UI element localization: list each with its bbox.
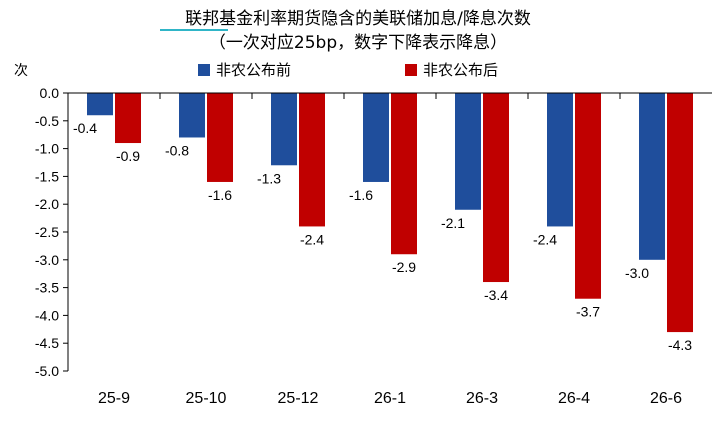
x-tick-label: 26-4 <box>558 390 590 407</box>
bar-after <box>299 93 325 227</box>
data-label: -2.1 <box>441 215 465 231</box>
legend-label-after: 非农公布后 <box>423 61 498 79</box>
data-label: -3.7 <box>576 304 600 320</box>
bar-before <box>271 93 297 166</box>
bar-after <box>667 93 693 333</box>
data-label: -0.9 <box>116 148 140 164</box>
y-tick-label: -2.5 <box>35 224 59 240</box>
bar-after <box>207 93 233 182</box>
bar-before <box>455 93 481 210</box>
bar-before <box>639 93 665 260</box>
y-tick-label: -5.0 <box>35 363 59 379</box>
data-label: -1.3 <box>257 170 281 186</box>
data-label: -4.3 <box>668 337 692 353</box>
chart-title: 联邦基金利率期货隐含的美联储加息/降息次数 （一次对应25bp，数字下降表示降息… <box>160 9 531 53</box>
bar-after <box>575 93 601 299</box>
y-tick-label: -4.5 <box>35 335 59 351</box>
y-tick-label: -1.0 <box>35 141 59 157</box>
bar-after <box>391 93 417 255</box>
bar-after <box>115 93 141 144</box>
chart-subtitle: （一次对应25bp，数字下降表示降息） <box>209 33 507 53</box>
legend: 非农公布前 非农公布后 <box>198 61 498 79</box>
y-tick-label: -2.0 <box>35 196 59 212</box>
legend-swatch-before <box>198 64 210 76</box>
plot-area: 0.0 -0.5 -1.0 -1.5 -2.0 -2.5 -3.0 -3.5 -4.0 -4.5 -… <box>35 85 712 407</box>
bar-before <box>179 93 205 138</box>
data-label: -1.6 <box>349 187 373 203</box>
data-label: -2.4 <box>300 231 324 247</box>
y-tick-label: -0.5 <box>35 113 59 129</box>
y-tick-label: -1.5 <box>35 168 59 184</box>
x-tick-label: 26-6 <box>650 390 682 407</box>
data-label: -0.8 <box>165 142 189 158</box>
data-label: -3.4 <box>484 287 508 303</box>
bar-before <box>87 93 113 116</box>
legend-swatch-after <box>405 64 417 76</box>
x-tick-label: 25-12 <box>278 390 319 407</box>
data-label: -1.6 <box>208 187 232 203</box>
y-tick-label: 0.0 <box>40 85 60 101</box>
data-label: -0.4 <box>73 120 97 136</box>
y-tick-label: -3.0 <box>35 252 59 268</box>
legend-label-before: 非农公布前 <box>216 61 291 79</box>
data-label: -2.4 <box>533 231 557 247</box>
data-label: -2.9 <box>392 259 416 275</box>
y-tick-label: -3.5 <box>35 280 59 296</box>
bar-before <box>547 93 573 227</box>
chart-title-text: 联邦基金利率期货隐含的美联储加息/降息次数 <box>185 9 531 29</box>
bar-after <box>483 93 509 283</box>
y-axis-unit: 次 <box>14 62 28 78</box>
x-tick-label: 26-3 <box>466 390 498 407</box>
x-tick-label: 25-9 <box>98 390 130 407</box>
x-tick-label: 25-10 <box>186 390 227 407</box>
data-label: -3.0 <box>625 265 649 281</box>
y-tick-label: -4.0 <box>35 307 59 323</box>
bar-before <box>363 93 389 182</box>
x-tick-label: 26-1 <box>374 390 406 407</box>
